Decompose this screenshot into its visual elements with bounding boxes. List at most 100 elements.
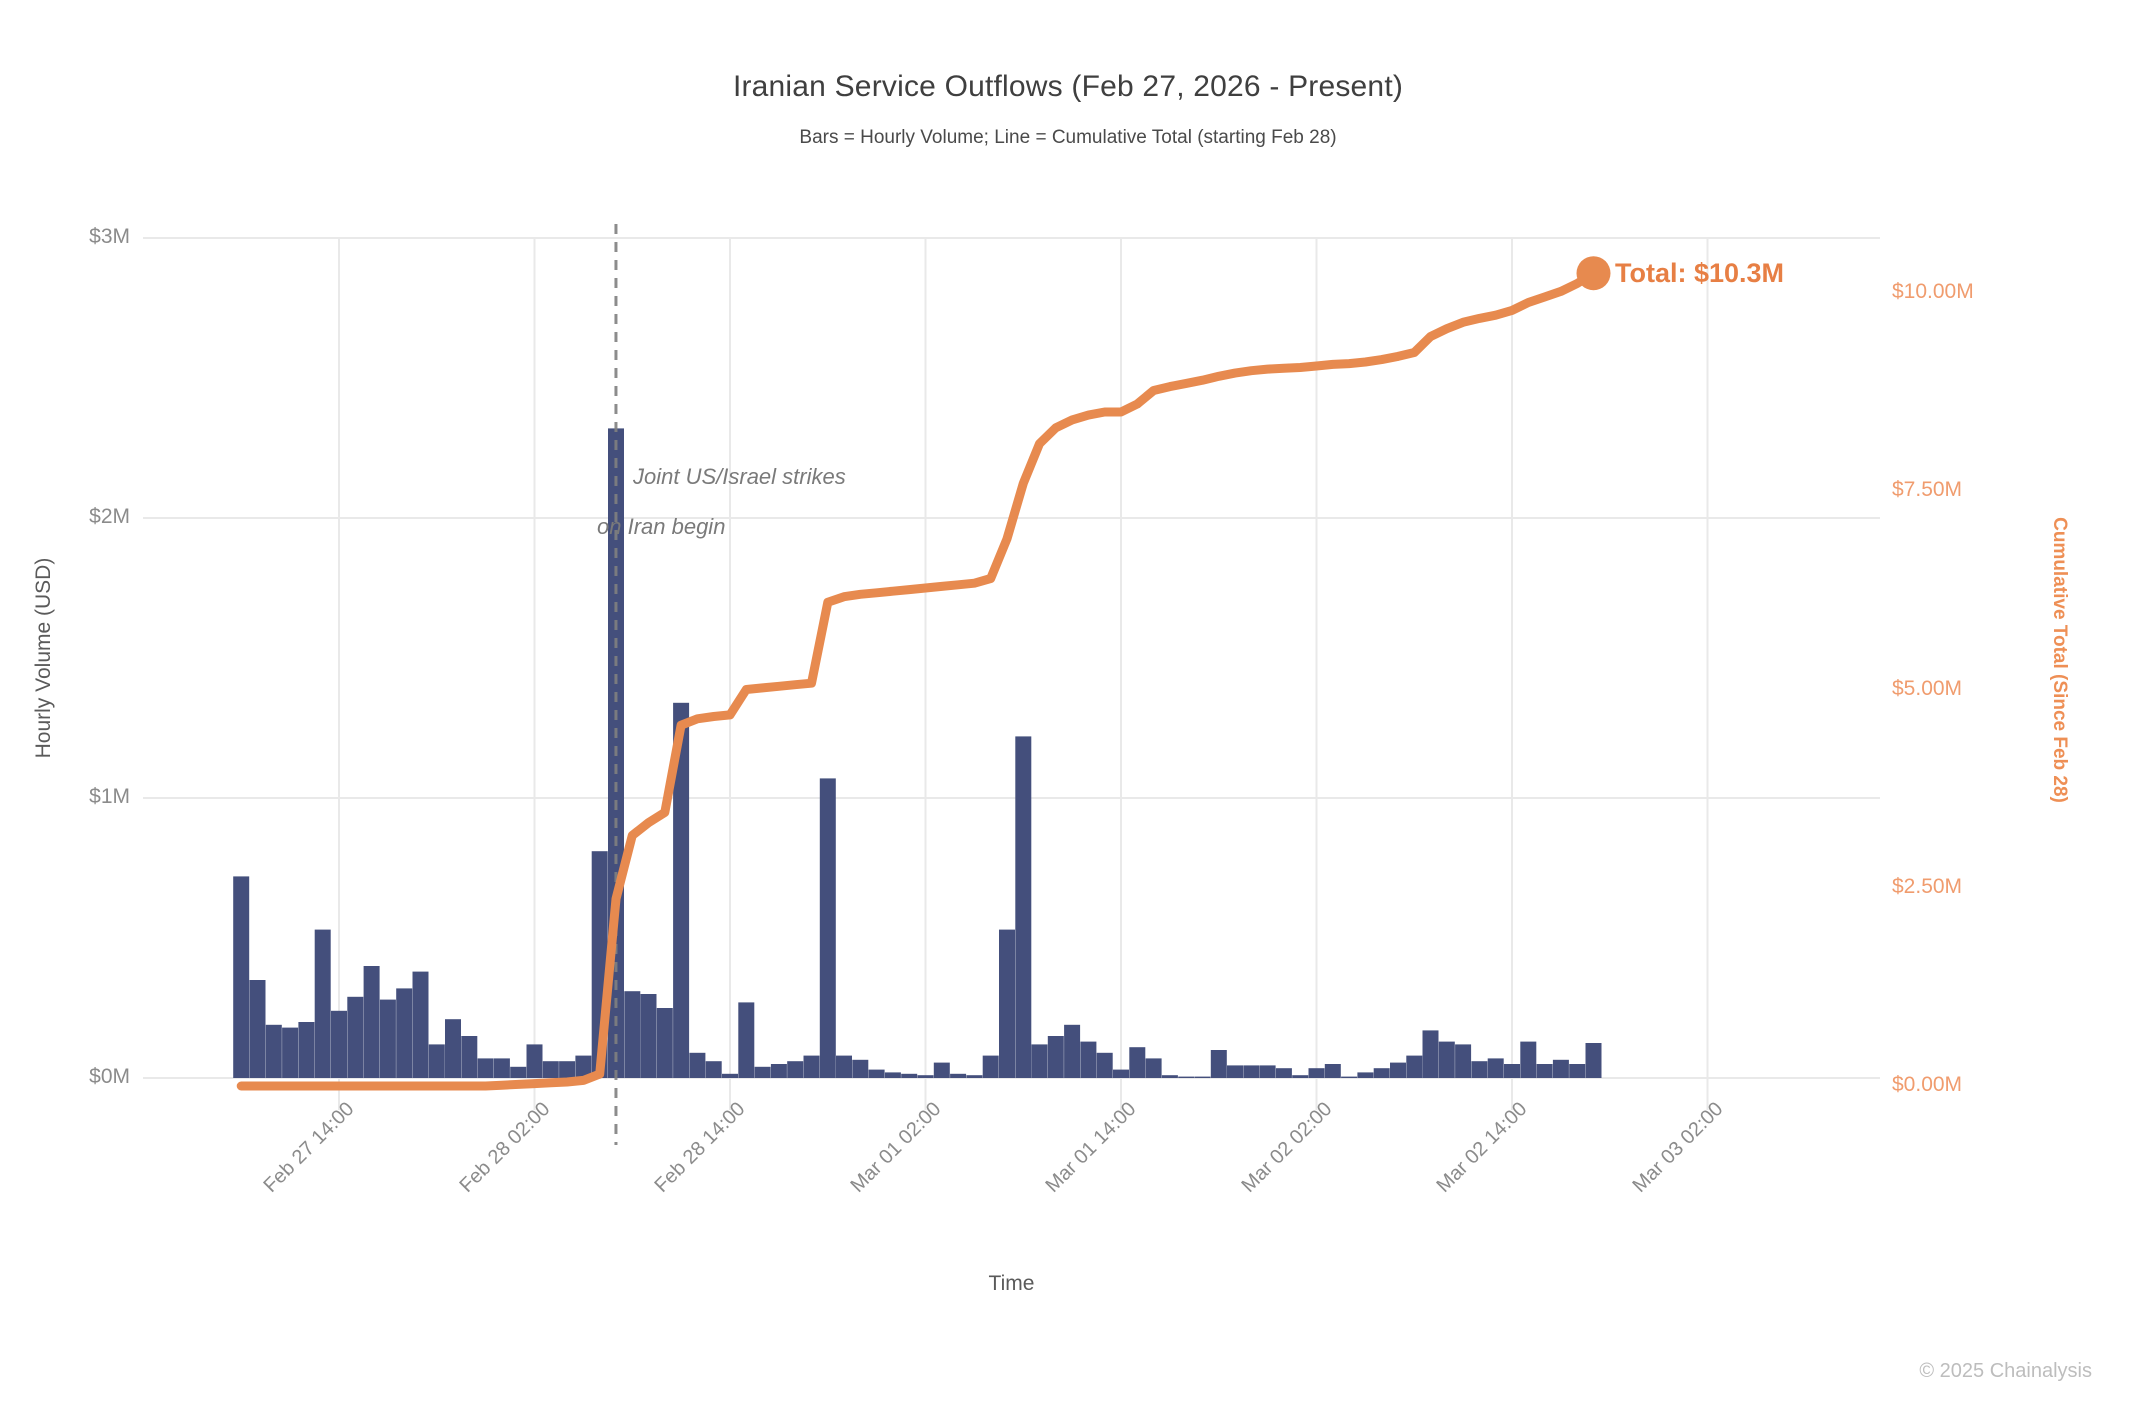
- hourly-volume-bar: [1031, 1044, 1048, 1078]
- hourly-volume-bar: [1455, 1044, 1472, 1078]
- hourly-volume-bar: [1292, 1075, 1309, 1078]
- hourly-volume-bar: [265, 1024, 282, 1078]
- hourly-volume-bar: [1096, 1052, 1113, 1078]
- hourly-volume-bar: [1341, 1076, 1358, 1078]
- hourly-volume-bar: [738, 1002, 755, 1078]
- hourly-volume-bar: [689, 1052, 706, 1078]
- hourly-volume-bar: [705, 1061, 722, 1078]
- hourly-volume-bar: [933, 1062, 950, 1078]
- hourly-volume-bar: [722, 1073, 738, 1078]
- hourly-volume-bar: [363, 966, 380, 1078]
- hourly-volume-bar: [1406, 1055, 1423, 1078]
- hourly-volume-bar: [1390, 1062, 1406, 1078]
- hourly-volume-bar: [1178, 1076, 1195, 1078]
- left-axis-title: Hourly Volume (USD): [32, 557, 55, 759]
- hourly-volume-bar: [819, 778, 836, 1078]
- left-y-tick-label: $3M: [89, 225, 130, 248]
- annotation-text-line1: Joint US/Israel strikes: [633, 464, 846, 489]
- hourly-volume-bar: [917, 1075, 934, 1078]
- hourly-volume-bar: [1422, 1030, 1439, 1078]
- hourly-volume-bar: [1536, 1064, 1553, 1078]
- hourly-volume-bar: [1308, 1068, 1325, 1078]
- hourly-volume-bar: [1504, 1064, 1520, 1078]
- hourly-volume-bar: [1585, 1043, 1602, 1078]
- hourly-volume-bar: [1161, 1075, 1178, 1078]
- hourly-volume-bar: [1487, 1058, 1504, 1078]
- hourly-volume-bar: [510, 1066, 527, 1078]
- right-y-tick-label: $0.00M: [1892, 1073, 1963, 1096]
- hourly-volume-bar: [1113, 1069, 1129, 1078]
- hourly-volume-bar: [249, 980, 266, 1078]
- hourly-volume-bar: [868, 1069, 885, 1078]
- hourly-volume-bar: [445, 1019, 461, 1078]
- hourly-volume-bar: [950, 1073, 967, 1078]
- right-y-tick-label: $5.00M: [1892, 676, 1963, 700]
- chart-subtitle: Bars = Hourly Volume; Line = Cumulative …: [799, 127, 1337, 148]
- hourly-volume-bar: [656, 1008, 673, 1078]
- hourly-volume-bar: [282, 1027, 299, 1078]
- hourly-volume-bar: [1047, 1036, 1064, 1078]
- right-y-tick-label: $7.50M: [1892, 478, 1963, 502]
- hourly-volume-bar: [673, 702, 690, 1078]
- copyright-notice: © 2025 Chainalysis: [1919, 1360, 2092, 1382]
- hourly-volume-bar: [1080, 1041, 1097, 1078]
- hourly-volume-bar: [1552, 1059, 1569, 1078]
- hourly-volume-bar: [1520, 1041, 1537, 1078]
- hourly-volume-bar: [379, 999, 396, 1078]
- hourly-volume-bar: [396, 988, 413, 1078]
- hourly-volume-bar: [542, 1061, 559, 1078]
- hourly-volume-bar: [1275, 1068, 1292, 1078]
- hourly-volume-bar: [331, 1010, 347, 1078]
- hourly-volume-bar: [770, 1064, 787, 1078]
- hourly-volume-bar: [1357, 1072, 1374, 1078]
- hourly-volume-bar: [1373, 1068, 1390, 1078]
- hourly-volume-bar: [412, 971, 429, 1078]
- annotation-text-line2: on Iran begin: [597, 514, 726, 539]
- hourly-volume-bar: [1471, 1061, 1488, 1078]
- hourly-volume-bar: [640, 994, 657, 1078]
- left-y-tick-label: $2M: [89, 505, 130, 528]
- hourly-volume-bar: [624, 991, 641, 1078]
- hourly-volume-bar: [477, 1058, 494, 1078]
- hourly-volume-bar: [1015, 736, 1032, 1078]
- hourly-volume-bar: [1324, 1064, 1341, 1078]
- hourly-volume-bar: [1438, 1041, 1455, 1078]
- hourly-volume-bar: [803, 1055, 820, 1078]
- hourly-volume-bar: [314, 929, 331, 1078]
- hourly-volume-bar: [1210, 1050, 1227, 1078]
- cumulative-line: [236, 268, 1598, 1091]
- hourly-volume-bar: [754, 1066, 771, 1078]
- hourly-volume-bar: [1145, 1058, 1162, 1078]
- hourly-volume-bar: [982, 1055, 999, 1078]
- hourly-volume-bar: [884, 1072, 901, 1078]
- hourly-volume-bar: [428, 1044, 445, 1078]
- cumulative-end-dot: [1576, 256, 1611, 291]
- hourly-volume-bar: [999, 929, 1015, 1078]
- hourly-volume-bar: [852, 1059, 869, 1078]
- hourly-volume-bar: [836, 1055, 852, 1078]
- hourly-volume-bar: [1259, 1065, 1276, 1078]
- hourly-volume-bar: [461, 1036, 478, 1078]
- right-y-tick-label: $10.00M: [1892, 280, 1974, 303]
- left-y-tick-label: $1M: [89, 785, 130, 808]
- hourly-volume-bar: [1129, 1047, 1146, 1078]
- hourly-volume-bar: [1569, 1064, 1586, 1078]
- hourly-volume-bar: [559, 1061, 576, 1078]
- hourly-volume-bar: [233, 876, 250, 1078]
- hourly-volume-bar: [901, 1073, 918, 1078]
- hourly-volume-bar: [1227, 1065, 1243, 1078]
- hourly-volume-bar: [298, 1022, 315, 1078]
- hourly-volume-bar: [787, 1061, 804, 1078]
- chart-title: Iranian Service Outflows (Feb 27, 2026 -…: [732, 70, 1404, 103]
- hourly-volume-bar: [1064, 1024, 1081, 1078]
- hourly-volume-bar: [1243, 1065, 1260, 1078]
- hourly-volume-bar: [1194, 1076, 1211, 1078]
- x-axis-title: Time: [988, 1272, 1035, 1295]
- hourly-volume-bar: [575, 1055, 592, 1078]
- right-y-tick-label: $2.50M: [1892, 874, 1963, 898]
- hourly-volume-bar: [526, 1044, 543, 1078]
- hourly-volume-bar: [493, 1058, 510, 1078]
- hourly-volume-bar: [966, 1075, 983, 1078]
- hourly-volume-bar: [347, 996, 364, 1078]
